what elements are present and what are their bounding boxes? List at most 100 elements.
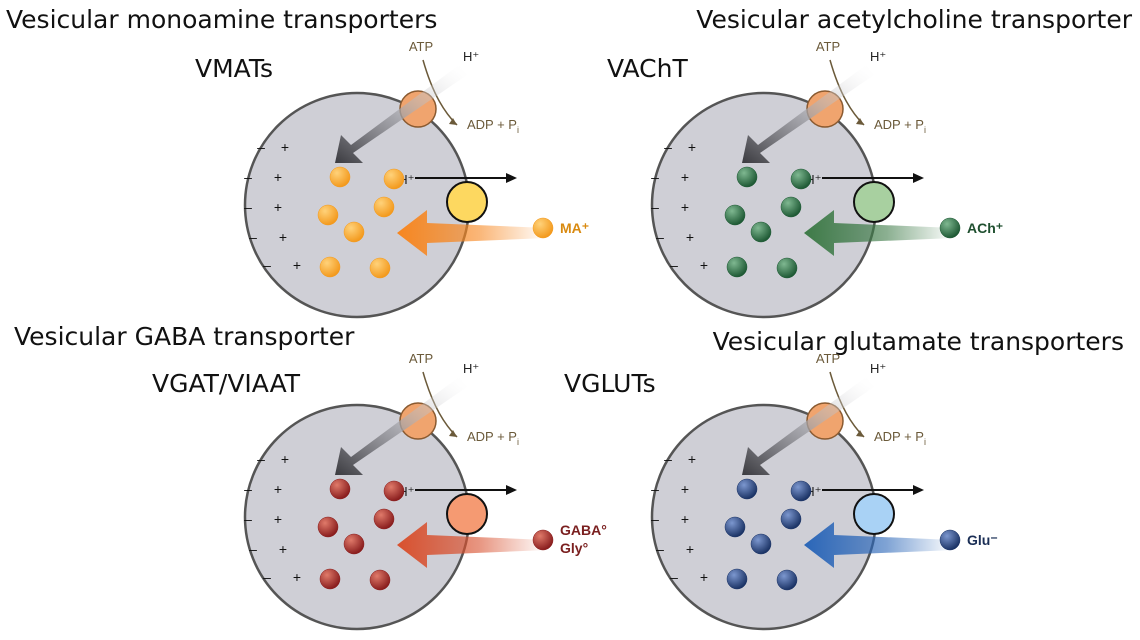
neurotransmitter-molecule <box>369 569 391 591</box>
substrate-uptake-arrow <box>397 210 547 256</box>
positive-charge: + <box>281 451 289 467</box>
neurotransmitter-molecule <box>373 508 395 530</box>
vesicular-transporter <box>446 181 488 223</box>
atp-hydrolysis-arrowhead <box>856 430 864 437</box>
positive-charge: + <box>681 199 689 215</box>
proton-efflux-arrowhead <box>506 485 517 495</box>
proton-influx-arrow <box>335 65 467 163</box>
substrate-molecule <box>939 529 961 551</box>
atp-hydrolysis-arrowhead <box>856 118 864 125</box>
positive-charge: + <box>681 169 689 185</box>
negative-charge: – <box>249 229 257 245</box>
neurotransmitter-molecule <box>776 257 798 279</box>
proton-influx-arrow <box>742 377 874 475</box>
substrate-molecule <box>939 217 961 239</box>
negative-charge: – <box>651 511 659 527</box>
neurotransmitter-molecule <box>736 478 758 500</box>
negative-charge: – <box>670 569 678 585</box>
neurotransmitter-molecule <box>343 533 365 555</box>
negative-charge: – <box>664 139 672 155</box>
proton-label: H⁺ <box>463 49 479 64</box>
neurotransmitter-molecule <box>317 204 339 226</box>
positive-charge: + <box>279 229 287 245</box>
substrate-molecule <box>532 529 554 551</box>
positive-charge: + <box>274 481 282 497</box>
negative-charge: – <box>263 257 271 273</box>
atp-label: ATP <box>816 351 840 366</box>
proton-efflux-arrowhead <box>506 173 517 183</box>
neurotransmitter-molecule <box>750 221 772 243</box>
substrate-uptake-arrow <box>804 210 954 256</box>
proton-influx-arrow <box>742 65 874 163</box>
positive-charge: + <box>686 229 694 245</box>
neurotransmitter-molecule <box>726 256 748 278</box>
neurotransmitter-molecule <box>724 516 746 538</box>
neurotransmitter-molecule <box>790 168 812 190</box>
neurotransmitter-molecule <box>724 204 746 226</box>
transporter-family-title: Vesicular GABA transporter <box>14 322 355 351</box>
neurotransmitter-molecule <box>383 168 405 190</box>
atp-label: ATP <box>816 39 840 54</box>
transporter-panel: Vesicular acetylcholine transporter VAChT… <box>607 5 1133 319</box>
positive-charge: + <box>274 511 282 527</box>
neurotransmitter-molecule <box>317 516 339 538</box>
positive-charge: + <box>681 511 689 527</box>
proton-label: H⁺ <box>870 49 886 64</box>
positive-charge: + <box>700 569 708 585</box>
positive-charge: + <box>293 257 301 273</box>
transporter-family-title: Vesicular glutamate transporters <box>713 327 1124 356</box>
proton-efflux-arrowhead <box>913 173 924 183</box>
negative-charge: – <box>244 199 252 215</box>
neurotransmitter-molecule <box>726 568 748 590</box>
substrate-label: GABA° <box>560 522 607 538</box>
proton-efflux-arrowhead <box>913 485 924 495</box>
neurotransmitter-molecule <box>373 196 395 218</box>
atp-hydrolysis-arrowhead <box>449 118 457 125</box>
neurotransmitter-molecule <box>329 478 351 500</box>
adp-pi-label: ADP + Pi <box>874 117 926 135</box>
negative-charge: – <box>257 451 265 467</box>
positive-charge: + <box>281 139 289 155</box>
neurotransmitter-molecule <box>319 568 341 590</box>
proton-label: H⁺ <box>870 361 886 376</box>
substrate-molecule <box>532 217 554 239</box>
vesicular-transporter <box>853 181 895 223</box>
atp-label: ATP <box>409 39 433 54</box>
negative-charge: – <box>651 169 659 185</box>
neurotransmitter-molecule <box>343 221 365 243</box>
negative-charge: – <box>656 229 664 245</box>
positive-charge: + <box>686 541 694 557</box>
transporter-abbreviation: VMATs <box>195 54 273 83</box>
neurotransmitter-molecule <box>736 166 758 188</box>
proton-influx-arrow <box>335 377 467 475</box>
negative-charge: – <box>244 169 252 185</box>
atp-label: ATP <box>409 351 433 366</box>
adp-pi-label: ADP + Pi <box>467 429 519 447</box>
positive-charge: + <box>274 169 282 185</box>
positive-charge: + <box>700 257 708 273</box>
transporter-abbreviation: VGLUTs <box>564 369 656 398</box>
positive-charge: + <box>681 481 689 497</box>
negative-charge: – <box>651 199 659 215</box>
adp-pi-label: ADP + Pi <box>467 117 519 135</box>
negative-charge: – <box>670 257 678 273</box>
positive-charge: + <box>274 199 282 215</box>
neurotransmitter-molecule <box>776 569 798 591</box>
positive-charge: + <box>279 541 287 557</box>
substrate-label: Glu⁻ <box>967 532 998 548</box>
positive-charge: + <box>688 139 696 155</box>
neurotransmitter-molecule <box>329 166 351 188</box>
vesicular-transporter <box>446 493 488 535</box>
substrate-label: ACh⁺ <box>967 220 1003 236</box>
neurotransmitter-molecule <box>780 508 802 530</box>
neurotransmitter-molecule <box>790 480 812 502</box>
positive-charge: + <box>293 569 301 585</box>
negative-charge: – <box>244 511 252 527</box>
substrate-label: Gly° <box>560 540 588 556</box>
proton-label: H⁺ <box>463 361 479 376</box>
vesicular-transporter <box>853 493 895 535</box>
negative-charge: – <box>263 569 271 585</box>
